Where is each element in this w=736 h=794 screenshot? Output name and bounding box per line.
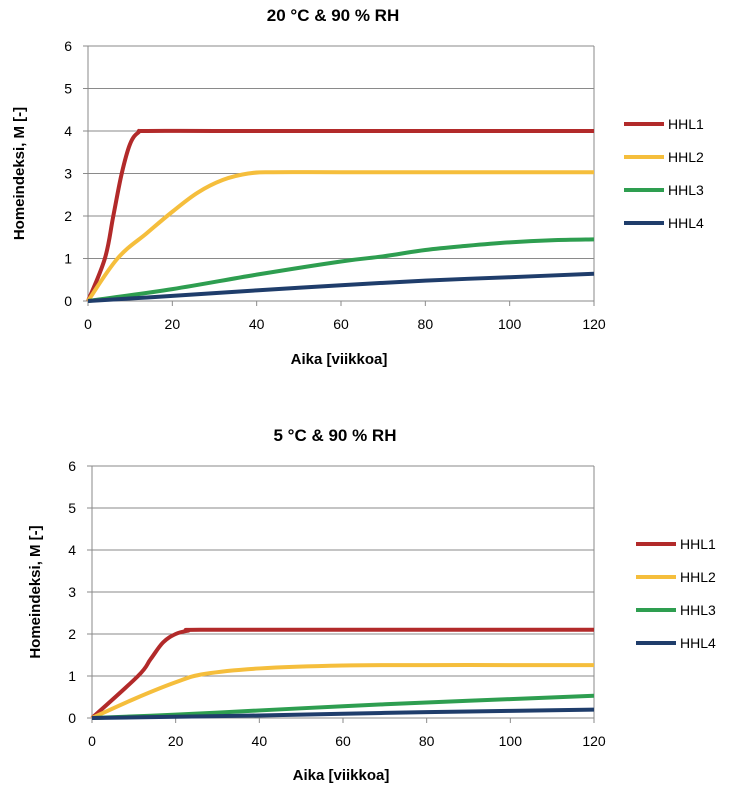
x-axis-label: Aika [viikkoa]: [293, 767, 390, 784]
x-tick-label: 40: [252, 733, 268, 749]
y-tick-label: 2: [64, 208, 72, 224]
x-tick-label: 60: [333, 316, 349, 332]
series-line-hhl1: [90, 627, 594, 720]
y-tick-label: 2: [68, 626, 76, 642]
legend-label-hhl3: HHL3: [680, 602, 716, 618]
x-tick-label: 120: [582, 316, 606, 332]
legend-label-hhl4: HHL4: [668, 215, 704, 231]
x-tick-label: 20: [168, 733, 184, 749]
legend-label-hhl2: HHL2: [668, 149, 704, 165]
y-tick-label: 6: [64, 38, 72, 54]
legend-label-hhl2: HHL2: [680, 569, 716, 585]
x-tick-label: 0: [88, 733, 96, 749]
y-tick-label: 4: [64, 123, 72, 139]
y-tick-label: 3: [68, 584, 76, 600]
x-tick-label: 80: [419, 733, 435, 749]
x-tick-label: 60: [335, 733, 351, 749]
chart-5c: 5 °C & 90 % RH 0 1 2 3 4 5 6 0 20 40 60 80 100 120 Aika…: [0, 397, 736, 794]
y-tick-label: 4: [68, 542, 76, 558]
legend-label-hhl4: HHL4: [680, 635, 716, 651]
y-tick-label: 0: [68, 710, 76, 726]
y-axis-label: Homeindeksi, M [-]: [11, 107, 28, 240]
series-line-hhl3: [87, 237, 595, 303]
legend-label-hhl1: HHL1: [680, 536, 716, 552]
y-tick-label: 3: [64, 166, 72, 182]
x-tick-label: 120: [582, 733, 606, 749]
x-tick-label: 100: [499, 733, 523, 749]
legend-label-hhl3: HHL3: [668, 182, 704, 198]
chart-title: 5 °C & 90 % RH: [273, 426, 396, 445]
series-line-hhl3: [91, 693, 595, 720]
y-tick-label: 0: [64, 293, 72, 309]
y-tick-label: 1: [64, 251, 72, 267]
legend-label-hhl1: HHL1: [668, 116, 704, 132]
y-axis-label: Homeindeksi, M [-]: [27, 525, 44, 658]
chart-20c: 20 °C & 90 % RH 0 1 2 3 4 5 6 0 20 40 60 80 100 120 Aik…: [11, 6, 704, 368]
x-tick-label: 100: [498, 316, 522, 332]
y-tick-label: 6: [68, 458, 76, 474]
y-tick-label: 1: [68, 668, 76, 684]
y-tick-label: 5: [68, 500, 76, 516]
x-axis-label: Aika [viikkoa]: [291, 351, 388, 368]
x-tick-label: 0: [84, 316, 92, 332]
y-tick-label: 5: [64, 81, 72, 97]
series-line-hhl2: [91, 663, 594, 720]
x-tick-label: 20: [165, 316, 181, 332]
series-line-hhl1: [86, 128, 594, 302]
series-line-hhl4: [91, 707, 595, 720]
x-tick-label: 40: [249, 316, 265, 332]
x-tick-label: 80: [418, 316, 434, 332]
series-line-hhl4: [87, 271, 595, 303]
chart-title: 20 °C & 90 % RH: [267, 6, 399, 25]
series-line-hhl2: [86, 170, 594, 303]
